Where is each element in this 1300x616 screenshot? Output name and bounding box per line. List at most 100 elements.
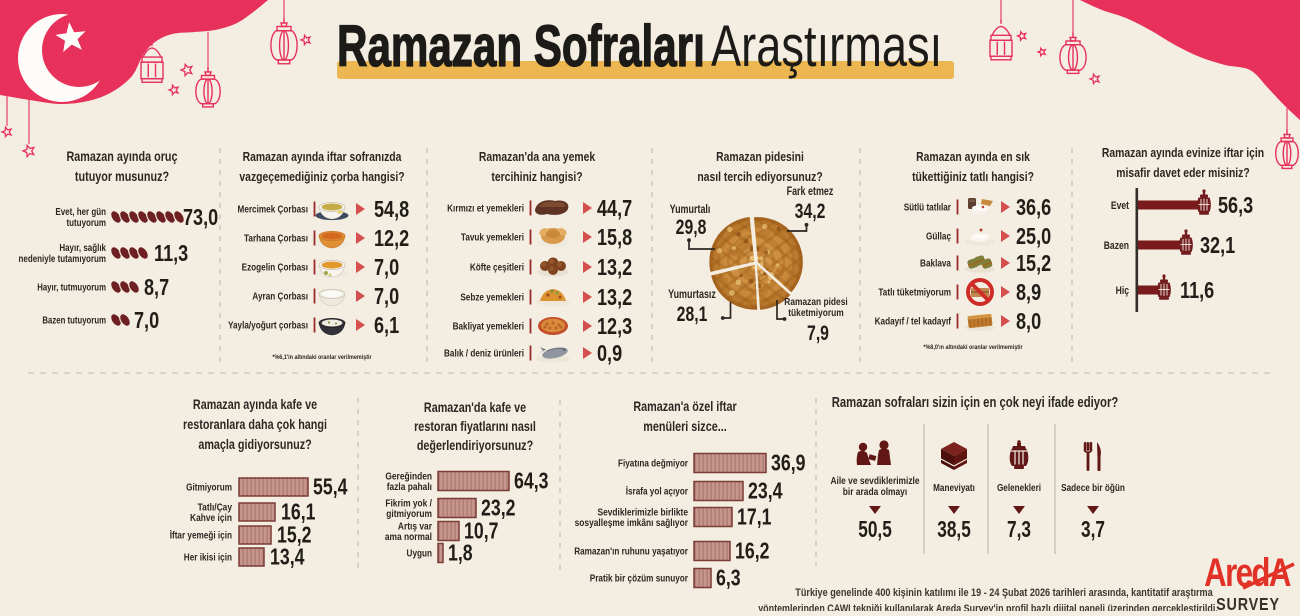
svg-text:Ayran Çorbası: Ayran Çorbası: [252, 289, 308, 301]
svg-text:Hayır, sağlık: Hayır, sağlık: [59, 242, 107, 253]
svg-text:Ramazan ayında oruç: Ramazan ayında oruç: [67, 149, 178, 164]
svg-text:8,0: 8,0: [1016, 309, 1041, 335]
svg-text:8,7: 8,7: [144, 275, 169, 301]
svg-text:SURVEY: SURVEY: [1216, 596, 1280, 611]
svg-text:Mercimek Çorbası: Mercimek Çorbası: [238, 202, 308, 214]
svg-text:tutuyor musunuz?: tutuyor musunuz?: [75, 169, 169, 184]
svg-text:Ramazan'ın ruhunu yaşatıyor: Ramazan'ın ruhunu yaşatıyor: [574, 544, 688, 556]
svg-text:Uygun: Uygun: [407, 546, 433, 558]
svg-text:bir arada olmayı: bir arada olmayı: [843, 486, 907, 498]
svg-text:Maneviyatı: Maneviyatı: [933, 481, 975, 493]
svg-text:7,0: 7,0: [374, 255, 399, 281]
svg-text:6,1: 6,1: [374, 313, 399, 339]
svg-text:Türkiye genelinde 400 kişinin: Türkiye genelinde 400 kişinin katılımı i…: [795, 587, 1213, 599]
svg-text:İsrafa yol açıyor: İsrafa yol açıyor: [626, 484, 689, 496]
svg-text:değerlendiriyorsunuz?: değerlendiriyorsunuz?: [417, 438, 533, 453]
svg-text:Kadayıf / tel kadayıf: Kadayıf / tel kadayıf: [875, 314, 952, 326]
svg-text:Her ikisi için: Her ikisi için: [184, 550, 232, 562]
svg-text:Hiç: Hiç: [1116, 285, 1130, 297]
svg-text:restoran fiyatlarını nasıl: restoran fiyatlarını nasıl: [414, 419, 536, 434]
svg-text:1,8: 1,8: [448, 540, 473, 566]
svg-text:23,2: 23,2: [481, 495, 515, 521]
svg-text:10,7: 10,7: [464, 518, 498, 544]
svg-text:Tatlı tüketmiyorum: Tatlı tüketmiyorum: [878, 285, 951, 297]
svg-text:Evet, her gün: Evet, her gün: [55, 206, 106, 217]
svg-text:misafir davet eder misiniz?: misafir davet eder misiniz?: [1116, 166, 1249, 180]
svg-text:Bazen: Bazen: [1104, 240, 1129, 252]
svg-text:Sadece bir öğün: Sadece bir öğün: [1061, 481, 1125, 493]
svg-text:15,8: 15,8: [597, 225, 633, 251]
svg-text:Evet: Evet: [1111, 200, 1130, 212]
svg-text:*%6,1'in altındaki oranlar ver: *%6,1'in altındaki oranlar verilmemiştir: [272, 353, 372, 361]
svg-text:Gitmiyorum: Gitmiyorum: [186, 480, 232, 492]
svg-text:36,6: 36,6: [1016, 195, 1051, 221]
svg-text:36,9: 36,9: [771, 450, 805, 476]
svg-text:*%8,0'ın altındaki oranlar ver: *%8,0'ın altındaki oranlar verilmemiştir: [923, 343, 1023, 351]
svg-text:nedeniyle tutamıyorum: nedeniyle tutamıyorum: [18, 253, 106, 264]
svg-text:7,0: 7,0: [374, 284, 399, 310]
svg-text:17,1: 17,1: [737, 504, 771, 530]
svg-text:restoranlara daha çok hangi: restoranlara daha çok hangi: [183, 417, 327, 432]
svg-text:Ramazan pidesi: Ramazan pidesi: [784, 296, 847, 308]
svg-text:Köfte çeşitleri: Köfte çeşitleri: [470, 260, 524, 272]
svg-text:Baklava: Baklava: [920, 256, 952, 268]
svg-text:gitmiyorum: gitmiyorum: [386, 508, 432, 520]
svg-text:73,0: 73,0: [183, 205, 218, 231]
svg-text:tercihiniz hangisi?: tercihiniz hangisi?: [491, 170, 582, 184]
svg-text:Sevdiklerimizle birlikte: Sevdiklerimizle birlikte: [598, 507, 688, 519]
svg-text:6,3: 6,3: [716, 565, 741, 591]
svg-text:Gelenekleri: Gelenekleri: [997, 481, 1041, 493]
svg-text:yöntemlerinden CAWI tekniği ku: yöntemlerinden CAWI tekniği kullanılarak…: [758, 603, 1218, 611]
svg-text:tükettiğiniz tatlı hangisi?: tükettiğiniz tatlı hangisi?: [912, 170, 1034, 184]
svg-text:Yumurtasız: Yumurtasız: [668, 289, 716, 301]
svg-text:8,9: 8,9: [1016, 280, 1041, 306]
svg-text:Ramazan Sofraları: Ramazan Sofraları: [337, 13, 705, 78]
svg-text:Sütlü tatlılar: Sütlü tatlılar: [904, 200, 952, 212]
svg-text:16,2: 16,2: [735, 538, 769, 564]
svg-text:Pratik bir çözüm sunuyor: Pratik bir çözüm sunuyor: [590, 571, 688, 583]
svg-text:Bazen tutuyorum: Bazen tutuyorum: [42, 315, 106, 326]
svg-text:7,3: 7,3: [1007, 518, 1031, 543]
svg-text:Ramazan pidesini: Ramazan pidesini: [716, 150, 804, 164]
svg-text:Ramazan ayında evinize iftar i: Ramazan ayında evinize iftar için: [1102, 146, 1264, 160]
svg-text:13,4: 13,4: [270, 544, 305, 570]
svg-text:Bakliyat yemekleri: Bakliyat yemekleri: [453, 319, 524, 331]
svg-text:Fikrim yok /: Fikrim yok /: [385, 498, 432, 510]
svg-text:Aile ve sevdiklerimizle: Aile ve sevdiklerimizle: [830, 475, 919, 487]
svg-text:Kırmızı et yemekleri: Kırmızı et yemekleri: [447, 201, 524, 213]
svg-text:nasıl tercih ediyorsunuz?: nasıl tercih ediyorsunuz?: [697, 170, 822, 184]
svg-text:Artış var: Artış var: [398, 521, 432, 533]
svg-text:Balık / deniz ürünleri: Balık / deniz ürünleri: [444, 346, 524, 358]
svg-text:Fark etmez: Fark etmez: [787, 186, 834, 198]
svg-text:7,0: 7,0: [134, 308, 159, 334]
svg-text:32,1: 32,1: [1200, 233, 1236, 259]
svg-text:12,3: 12,3: [597, 314, 632, 340]
svg-text:vazgeçemediğiniz çorba hangisi: vazgeçemediğiniz çorba hangisi?: [239, 170, 404, 184]
svg-text:Gereğinden: Gereğinden: [385, 471, 432, 483]
svg-text:Tarhana Çorbası: Tarhana Çorbası: [244, 231, 308, 243]
svg-text:Fiyatına değmiyor: Fiyatına değmiyor: [618, 456, 688, 468]
svg-text:amaçla gidiyorsunuz?: amaçla gidiyorsunuz?: [198, 437, 311, 452]
svg-text:55,4: 55,4: [313, 474, 348, 500]
svg-text:3,7: 3,7: [1081, 518, 1105, 543]
svg-text:54,8: 54,8: [374, 197, 410, 223]
svg-text:Ramazan ayında kafe ve: Ramazan ayında kafe ve: [193, 397, 317, 412]
svg-text:tutuyorum: tutuyorum: [66, 217, 106, 228]
svg-text:44,7: 44,7: [597, 196, 632, 222]
svg-text:Yayla/yoğurt çorbası: Yayla/yoğurt çorbası: [228, 318, 308, 330]
svg-text:sosyalleşme imkânı sağlıyor: sosyalleşme imkânı sağlıyor: [575, 517, 689, 529]
svg-text:Ramazan'a özel iftar: Ramazan'a özel iftar: [633, 399, 737, 414]
svg-text:29,8: 29,8: [676, 215, 707, 239]
svg-text:38,5: 38,5: [937, 518, 971, 543]
svg-text:64,3: 64,3: [514, 468, 548, 494]
svg-text:11,6: 11,6: [1180, 278, 1214, 304]
svg-text:0,9: 0,9: [597, 341, 622, 367]
svg-text:25,0: 25,0: [1016, 224, 1051, 250]
svg-text:Tavuk yemekleri: Tavuk yemekleri: [461, 230, 524, 242]
svg-text:23,4: 23,4: [748, 478, 783, 504]
svg-text:tüketmiyorum: tüketmiyorum: [788, 307, 844, 319]
svg-text:Güllaç: Güllaç: [926, 229, 951, 241]
svg-text:Ramazan sofraları sizin için e: Ramazan sofraları sizin için en çok neyi…: [832, 394, 1119, 411]
svg-text:15,2: 15,2: [1016, 251, 1051, 277]
svg-text:15,2: 15,2: [277, 522, 311, 548]
